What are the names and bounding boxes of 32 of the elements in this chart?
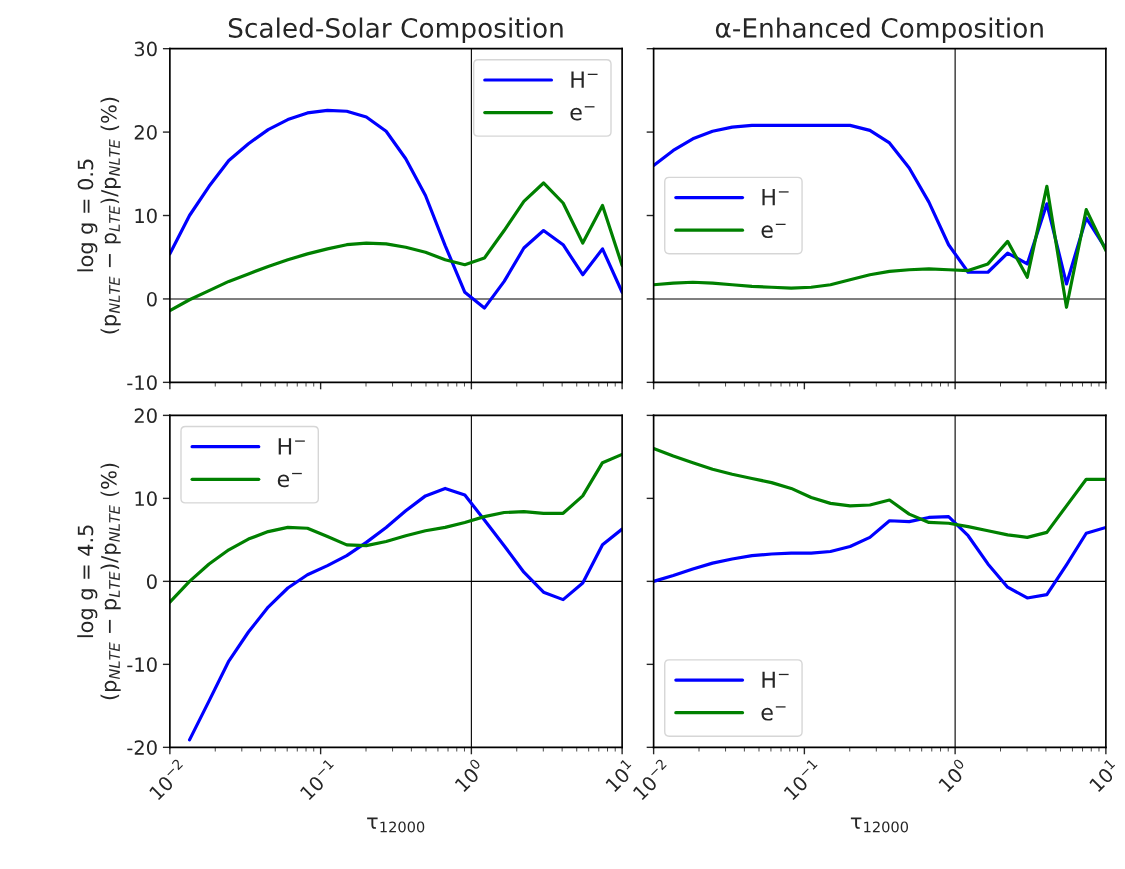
legend-label: H$^{−}$ — [278, 438, 305, 455]
legend-label: H$^{−}$ — [571, 71, 598, 88]
y-tick-label: -10 — [127, 375, 157, 391]
chart-title: α-Enhanced Composition — [715, 17, 1043, 44]
y-tick-label: 0 — [146, 291, 157, 307]
y-tick-label: 30 — [134, 41, 157, 57]
legend-label: H$^{−}$ — [762, 189, 789, 206]
x-tick-label: 10$^{1}$ — [1086, 758, 1121, 793]
legend-label: e$^{−}$ — [570, 106, 595, 121]
x-tick-label: 10$^{0}$ — [452, 758, 487, 793]
x-tick-label: 10$^{−1}$ — [297, 758, 340, 801]
legend-label: H$^{−}$ — [762, 671, 789, 688]
y-tick-label: 20 — [134, 408, 157, 424]
y-tick-label: 10 — [135, 208, 157, 224]
x-axis-title: τ$_{12000}$ — [367, 817, 425, 833]
x-axis-title: τ$_{12000}$ — [850, 817, 909, 833]
y-tick-label: 10 — [135, 491, 157, 507]
legend-label: e$^{−}$ — [761, 706, 786, 721]
text: log g = 0.5 (p$_{NLTE}$ − p$_{LTE}$)/p$_{NLTE}$ (%) — [77, 97, 121, 334]
x-tick-label: 10$^{−2}$ — [630, 758, 673, 801]
legend-label: e$^{−}$ — [761, 223, 786, 239]
y-tick-label: -20 — [127, 740, 157, 755]
chart-title: Scaled-Solar Composition — [228, 17, 563, 44]
y-tick-label: -10 — [127, 657, 157, 673]
x-tick-label: 10$^{0}$ — [935, 758, 971, 793]
x-tick-label: 10$^{−1}$ — [781, 758, 824, 801]
x-tick-label: 10$^{−2}$ — [146, 758, 189, 801]
x-tick-label: 10$^{1}$ — [605, 758, 632, 793]
y-tick-label: 20 — [134, 125, 157, 140]
y-tick-label: 0 — [146, 574, 157, 590]
text: log g = 4.5 (p$_{NLTE}$ − p$_{LTE}$)/p$_{NLTE}$ (%) — [77, 463, 121, 700]
legend-label: e$^{−}$ — [277, 472, 302, 488]
